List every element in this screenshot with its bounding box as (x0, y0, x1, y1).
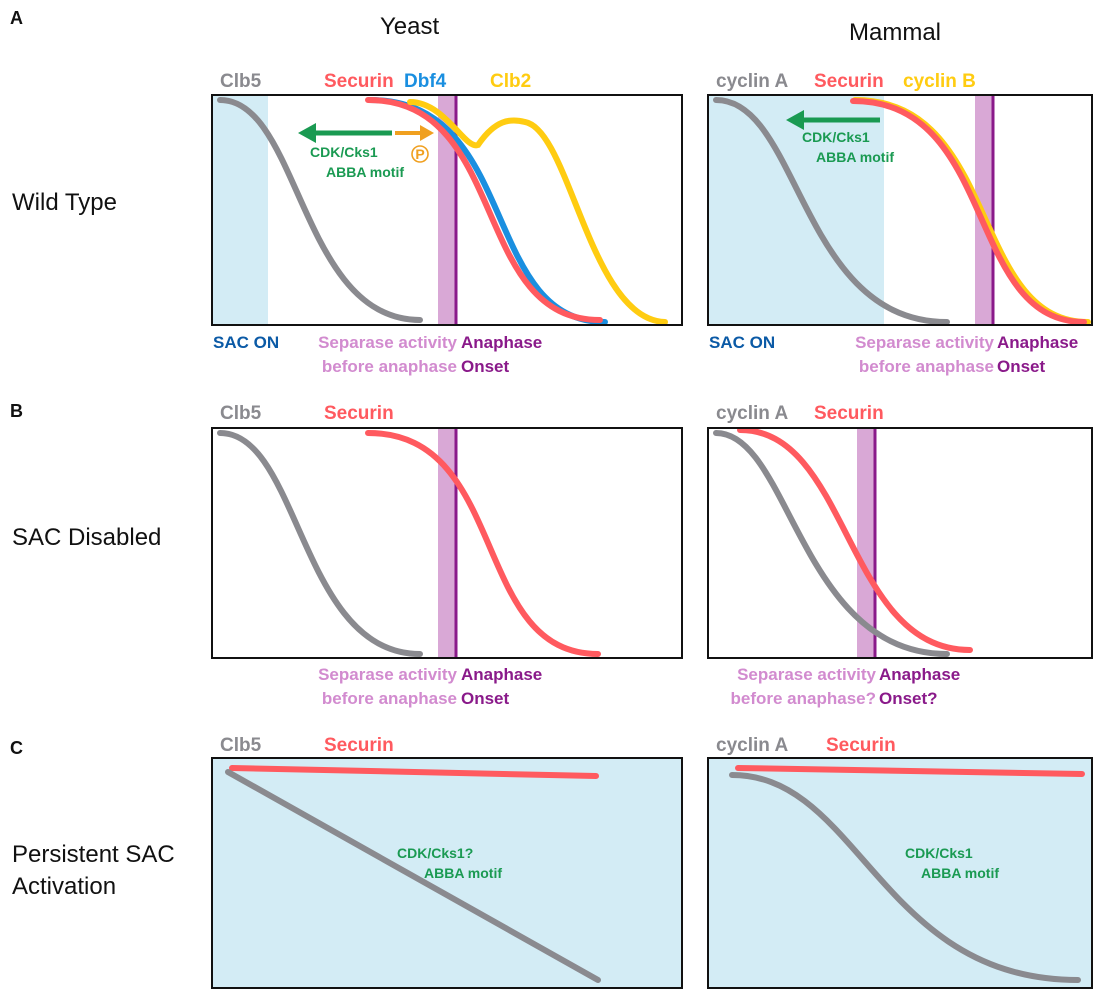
separase-band (438, 95, 456, 325)
separase-band (857, 428, 875, 658)
label-dbf4: Dbf4 (404, 71, 447, 92)
sac-on-region (212, 95, 268, 325)
sac-on-region (212, 758, 682, 988)
plot-frame (707, 94, 1093, 326)
plot-frame (211, 427, 683, 659)
column-title-mammal: Mammal (849, 19, 941, 46)
anaphase-label-1: Anaphase (879, 665, 960, 684)
cdk-label-1: CDK/Cks1 (802, 129, 870, 145)
panel-b: B SAC Disabled Clb5 Securin Separase act… (10, 401, 1093, 708)
securin-curve (850, 98, 1087, 325)
anaphase-label-1: Anaphase (997, 333, 1078, 352)
panel-a-yeast: P CDK/Cks1 ABBA motif Clb5 Securin Dbf4 … (211, 71, 683, 376)
label-securin: Securin (324, 403, 394, 424)
securin-curve (365, 97, 603, 323)
panel-letter-c: C (10, 738, 23, 758)
clb2-curve (407, 99, 668, 325)
separase-label-1: Separase activity (855, 333, 994, 352)
label-cyclin-a: cyclin A (716, 403, 788, 424)
cdk-arrow-head (786, 110, 804, 130)
label-securin: Securin (324, 71, 394, 92)
label-securin: Securin (826, 735, 896, 756)
cdk-label-2: ABBA motif (816, 149, 894, 165)
panel-c-mammal: CDK/Cks1 ABBA motif cyclin A Securin (707, 735, 1093, 989)
panel-a-mammal: CDK/Cks1 ABBA motif cyclin A Securin cyc… (707, 71, 1093, 376)
column-title-yeast: Yeast (380, 13, 440, 40)
row-label-persistent-sac-2: Activation (12, 873, 116, 900)
cyclin-a-curve (713, 430, 950, 657)
clb5-curve (225, 769, 601, 983)
plot-frame (707, 757, 1093, 989)
securin-curve (735, 765, 1085, 777)
anaphase-label-1: Anaphase (461, 333, 542, 352)
anaphase-label-2: Onset (997, 357, 1046, 376)
separase-label-1: Separase activity (318, 333, 457, 352)
row-label-wild-type: Wild Type (12, 189, 117, 216)
clb5-curve (217, 430, 423, 657)
anaphase-label-2: Onset (461, 689, 510, 708)
securin-curve (737, 427, 973, 653)
separase-label-1: Separase activity (737, 665, 876, 684)
panel-a: A Wild Type P CDK/Cks1 ABBA motif Clb5 S… (10, 8, 1093, 376)
cdk-label-2: ABBA motif (326, 164, 404, 180)
panel-letter-b: B (10, 401, 23, 421)
plot-frame (211, 94, 683, 326)
separase-label-2: before anaphase? (731, 689, 877, 708)
panel-c: C Persistent SAC Activation CDK/Cks1? AB… (10, 735, 1093, 989)
label-securin: Securin (324, 735, 394, 756)
plot-frame (211, 757, 683, 989)
label-cyclin-a: cyclin A (716, 735, 788, 756)
sac-on-region (708, 758, 1092, 988)
separase-label-2: before anaphase (322, 357, 457, 376)
label-cyclin-a: cyclin A (716, 71, 788, 92)
securin-curve (229, 765, 599, 779)
cdk-arrow-head (298, 123, 316, 143)
clb5-curve (217, 97, 423, 323)
label-clb5: Clb5 (220, 71, 262, 92)
cdk-label-2: ABBA motif (921, 865, 999, 881)
separase-label-2: before anaphase (859, 357, 994, 376)
row-label-persistent-sac-1: Persistent SAC (12, 841, 175, 868)
cdk-label-1: CDK/Cks1 (310, 144, 378, 160)
cdk-label-1: CDK/Cks1 (905, 845, 973, 861)
cdk-label-1: CDK/Cks1? (397, 845, 473, 861)
label-clb5: Clb5 (220, 403, 262, 424)
panel-b-yeast: Clb5 Securin Separase activity before an… (211, 403, 683, 708)
phospho-letter: P (415, 146, 424, 162)
panel-c-yeast: CDK/Cks1? ABBA motif Clb5 Securin (211, 735, 683, 989)
label-clb5: Clb5 (220, 735, 262, 756)
anaphase-label-2: Onset? (879, 689, 938, 708)
sac-on-region (708, 95, 884, 325)
plot-frame (707, 427, 1093, 659)
label-clb2: Clb2 (490, 71, 531, 92)
cyclin-a-curve (729, 772, 1081, 983)
label-cyclin-b: cyclin B (903, 71, 976, 92)
cyclin-a-curve (713, 97, 950, 325)
cdk-label-2: ABBA motif (424, 865, 502, 881)
sac-on-label: SAC ON (213, 333, 279, 352)
panel-b-mammal: cyclin A Securin Separase activity befor… (707, 403, 1093, 708)
separase-label-1: Separase activity (318, 665, 457, 684)
securin-curve (365, 430, 601, 657)
anaphase-label-1: Anaphase (461, 665, 542, 684)
panel-letter-a: A (10, 8, 23, 28)
anaphase-label-2: Onset (461, 357, 510, 376)
separase-band (438, 428, 456, 658)
phospho-circle-icon (411, 145, 429, 163)
sac-on-label: SAC ON (709, 333, 775, 352)
cyclin-b-curve (852, 97, 1091, 325)
separase-label-2: before anaphase (322, 689, 457, 708)
label-securin: Securin (814, 403, 884, 424)
label-securin: Securin (814, 71, 884, 92)
row-label-sac-disabled: SAC Disabled (12, 524, 161, 551)
phospho-arrow-head (420, 125, 434, 141)
